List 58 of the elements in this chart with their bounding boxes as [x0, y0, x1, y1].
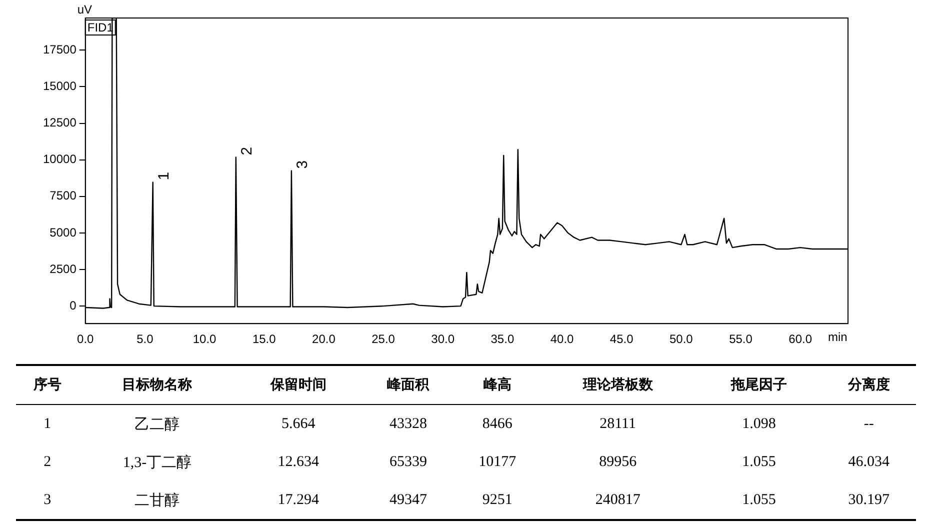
text: 1	[42, 414, 52, 434]
x-tick-label: 30.0	[431, 332, 455, 346]
x-tick-label: 35.0	[490, 332, 514, 346]
y-tick-label: 0	[70, 298, 77, 312]
text: 89956	[598, 452, 638, 472]
y-tick-label: 12500	[42, 116, 77, 130]
x-tick-label: 25.0	[372, 332, 396, 346]
x-tick-label: 40.0	[550, 332, 574, 346]
text: 目标物名称	[78, 365, 236, 404]
y-axis-title: uV	[77, 2, 92, 16]
x-tick-label: 0.0	[77, 332, 94, 346]
text: 65339	[388, 452, 428, 472]
text: 理论塔板数	[539, 365, 696, 404]
text: 1.055	[696, 481, 822, 520]
text: 2	[42, 452, 52, 472]
text: 49347	[361, 481, 456, 520]
text: 30.197	[822, 481, 916, 520]
annotation: 1	[156, 172, 173, 180]
text: 序号	[16, 365, 79, 404]
text: 拖尾因子	[696, 365, 822, 404]
text: 43328	[388, 414, 428, 434]
text: 5.664	[280, 414, 316, 434]
text: 240817	[539, 481, 696, 520]
y-tick-label: 17500	[42, 42, 77, 56]
x-tick-label: 45.0	[610, 332, 634, 346]
text: 保留时间	[236, 365, 362, 404]
text: 3	[16, 481, 79, 520]
x-tick-label: 55.0	[729, 332, 753, 346]
text: 8466	[481, 414, 514, 434]
x-tick-label: 60.0	[788, 332, 812, 346]
text: 分离度	[822, 365, 916, 404]
x-tick-label: 50.0	[669, 332, 694, 346]
annotation: 3	[294, 160, 312, 169]
y-tick-label: 2500	[50, 262, 77, 276]
y-tick-label: 5000	[50, 225, 77, 240]
x-tick-label: 15.0	[252, 332, 276, 346]
text: 峰高	[455, 365, 540, 404]
text: 28111	[598, 414, 637, 434]
text: 乙二醇	[134, 416, 181, 434]
text: 峰面积	[361, 365, 456, 404]
x-tick-label: 10.0	[192, 332, 217, 346]
x-axis-title: min	[828, 330, 848, 344]
text: --	[862, 414, 875, 434]
annotation: 2	[238, 146, 256, 156]
text: 12.634	[276, 452, 320, 472]
text: 1,3-丁二醇	[122, 454, 193, 472]
text: 46.034	[847, 452, 891, 472]
text: 10177	[478, 452, 518, 472]
text: 9251	[455, 481, 540, 520]
text: 1.055	[741, 452, 777, 472]
y-tick-label: 10000	[42, 152, 77, 166]
y-tick-label: 15000	[42, 79, 77, 94]
text: 二甘醇	[78, 481, 236, 520]
x-tick-label: 20.0	[312, 332, 336, 346]
y-tick-label: 7500	[50, 188, 77, 203]
text: 17.294	[236, 481, 362, 520]
x-tick-label: 5.0	[136, 332, 154, 346]
text: 1.098	[741, 414, 777, 434]
